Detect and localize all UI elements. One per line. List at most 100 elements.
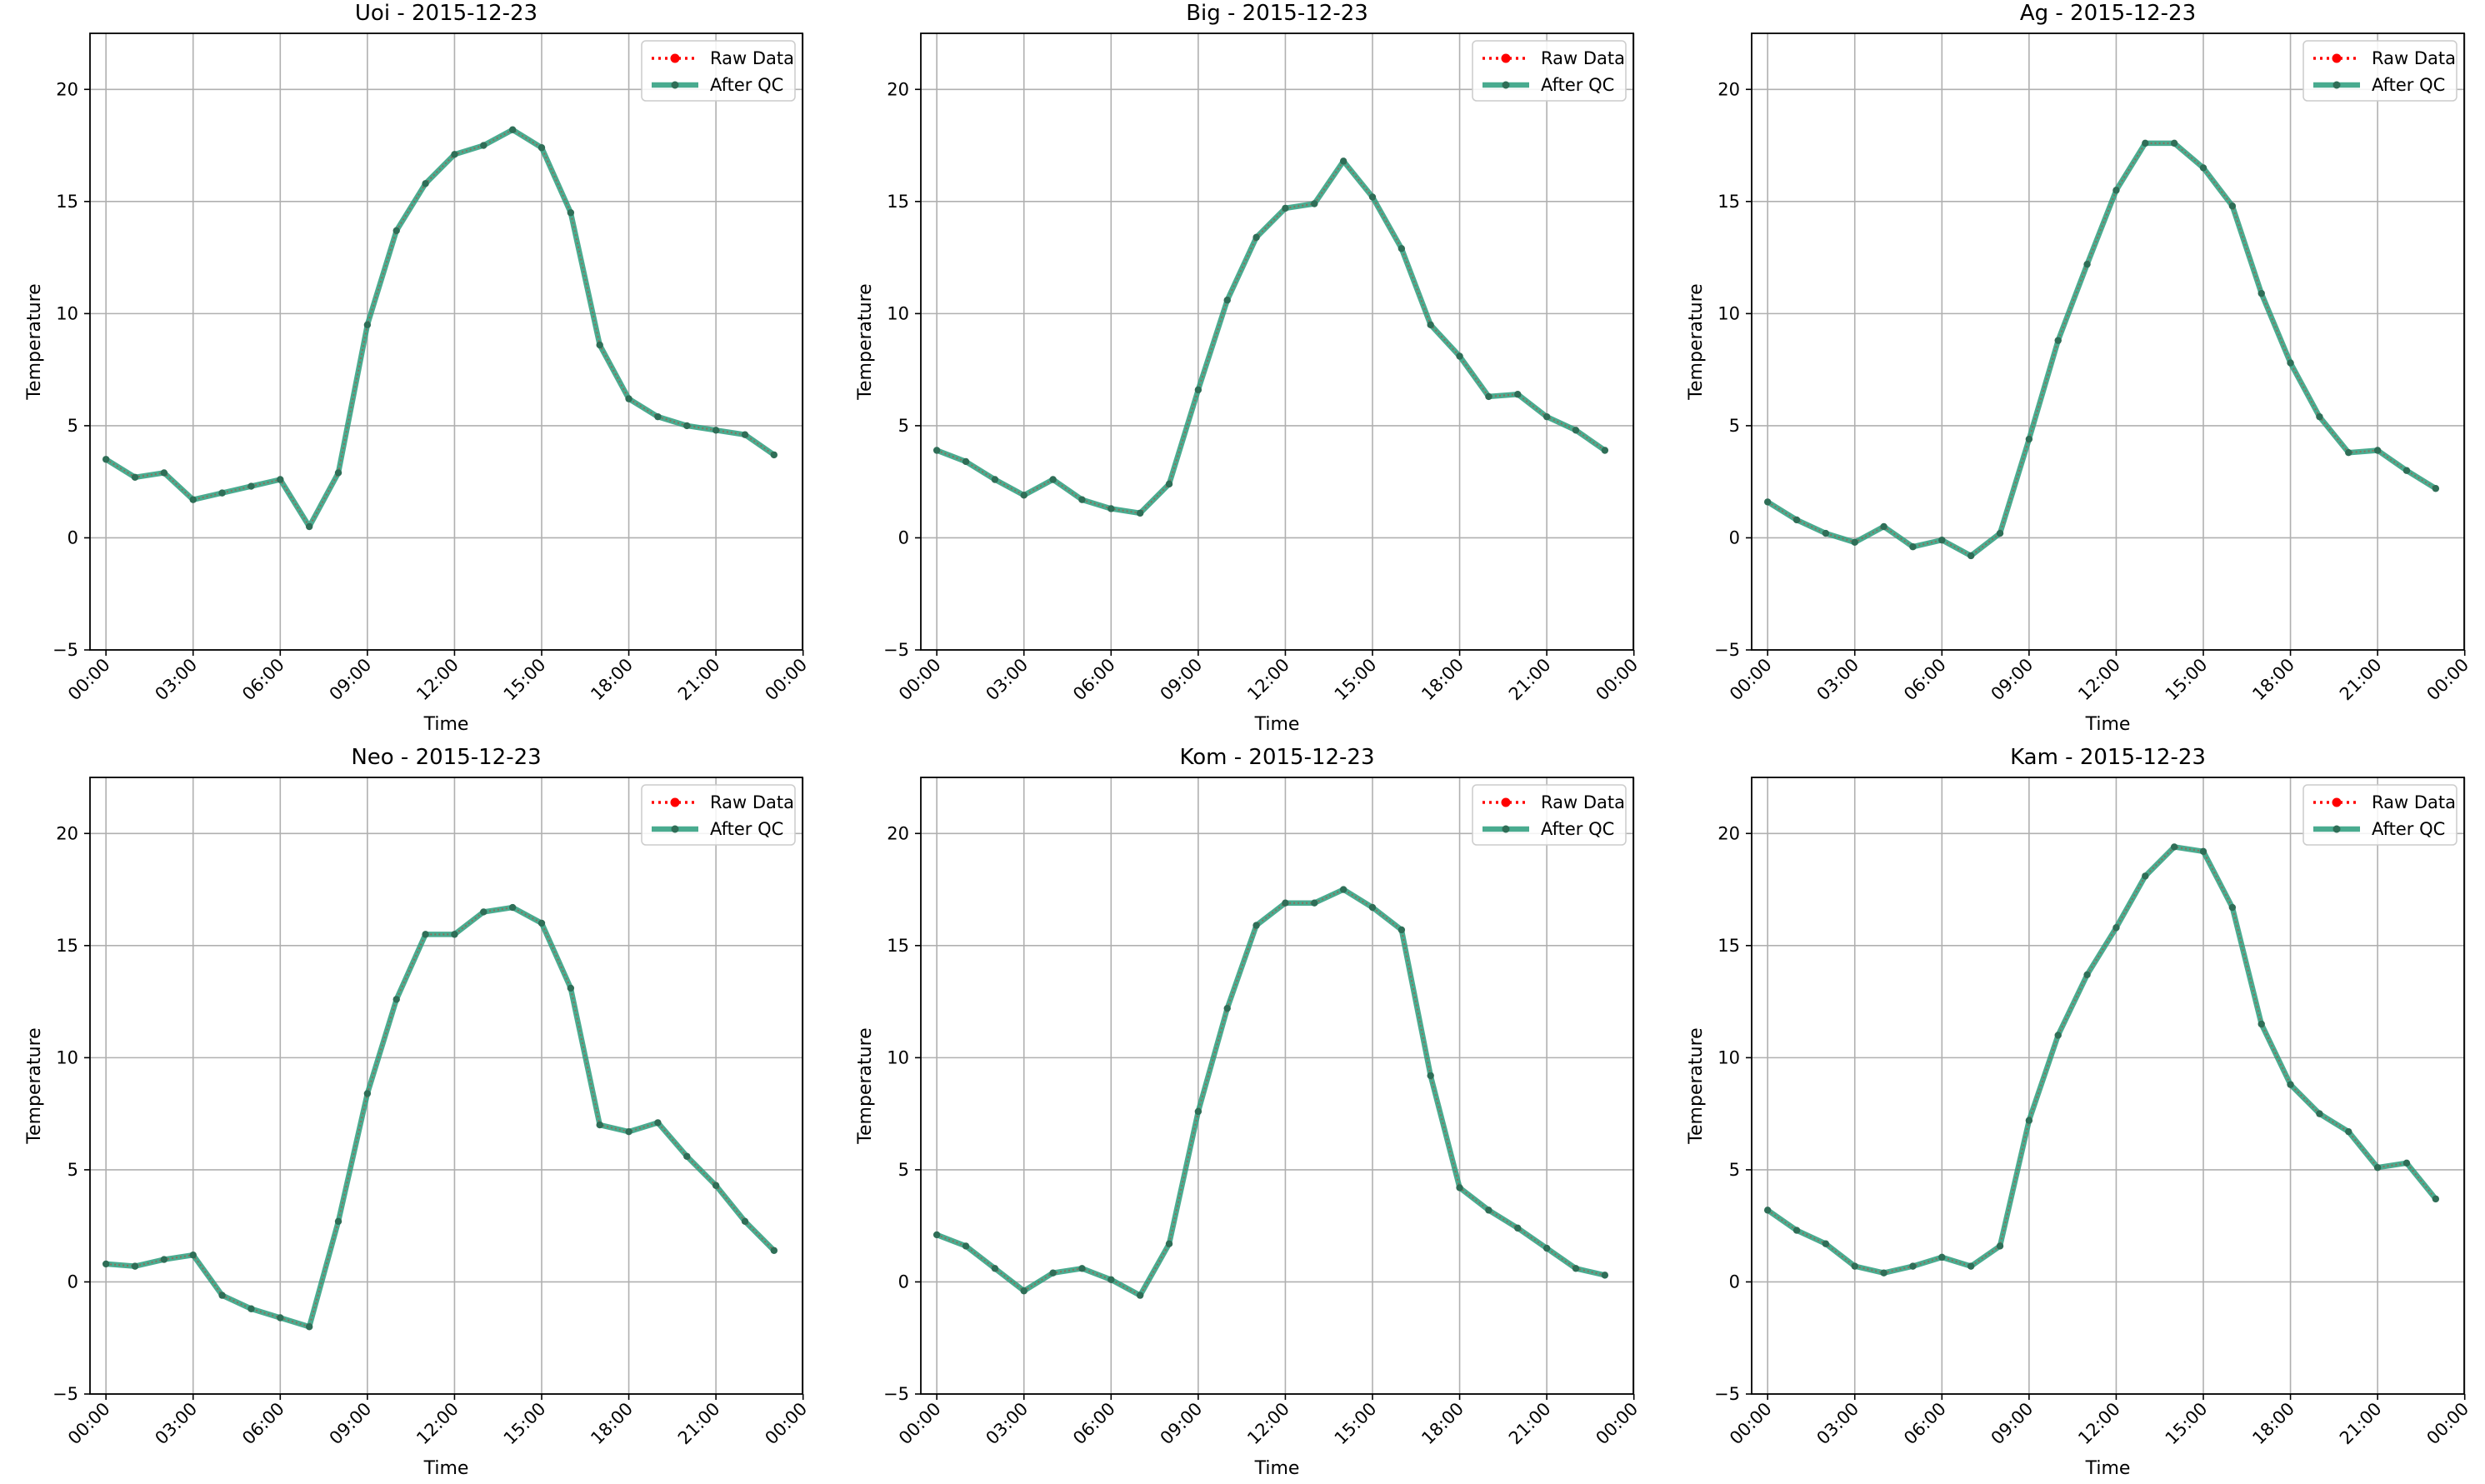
legend-raw-label: Raw Data (1541, 792, 1625, 812)
data-point (2228, 202, 2237, 210)
data-point (305, 1323, 313, 1331)
data-point (1822, 529, 1830, 537)
data-point (131, 1262, 139, 1270)
data-point (1311, 200, 1318, 207)
data-point (508, 126, 517, 133)
data-point (596, 1121, 603, 1129)
data-point (1542, 412, 1551, 421)
subplot-6: Kam - 2015-12-23 −5 0 5 10 15 20 00:00 03:00 06:0… (1686, 745, 2472, 1479)
series-raw-data-line (1767, 142, 2437, 557)
series-after-qc-line (933, 158, 1608, 517)
data-point (1194, 386, 1202, 394)
data-point (2142, 139, 2149, 147)
data-point (2083, 260, 2091, 268)
y-tick-label: 0 (68, 527, 78, 547)
data-point (1108, 1276, 1115, 1283)
data-point (1078, 496, 1086, 503)
series-raw-data-line (105, 128, 775, 528)
data-point (1456, 1184, 1463, 1192)
x-tick-label: 12:00 (1243, 1399, 1293, 1449)
data-point (392, 996, 400, 1003)
data-point (1311, 899, 1318, 907)
y-tick-label: 20 (887, 823, 909, 843)
legend-qc-label: After QC (1541, 75, 1614, 95)
data-point (2054, 337, 2062, 344)
y-tick-label: 5 (898, 416, 909, 436)
data-point (248, 1305, 255, 1312)
data-point (1822, 1240, 1830, 1247)
data-point (277, 476, 284, 483)
data-point (1020, 1287, 1028, 1295)
data-point (451, 931, 458, 938)
grid (1752, 777, 2466, 1395)
data-point (248, 482, 255, 490)
x-tick-label: 21:00 (1505, 1399, 1555, 1449)
data-point (1996, 1242, 2004, 1250)
chart-title: Neo - 2015-12-23 (351, 745, 541, 770)
data-point (1792, 516, 1801, 524)
y-tick-label: 5 (898, 1160, 909, 1180)
data-point (1792, 1227, 1801, 1234)
y-tick-label: 5 (1729, 1160, 1740, 1180)
y-tick-label: 10 (887, 303, 909, 323)
x-tick-label: 21:00 (2336, 1399, 2386, 1449)
x-tick-label: 09:00 (1988, 655, 2038, 705)
data-point (160, 1256, 168, 1263)
x-tick-label: 21:00 (1505, 655, 1555, 705)
data-point (363, 321, 372, 329)
legend-qc-label: After QC (1541, 819, 1614, 839)
data-point (1967, 1262, 1975, 1270)
y-tick-label: 15 (1718, 192, 1740, 212)
x-tick-label: 06:00 (238, 1399, 288, 1449)
y-tick-label: 0 (1729, 1272, 1740, 1292)
data-point (1398, 926, 1406, 934)
grid (921, 33, 1635, 651)
data-point (1049, 476, 1057, 483)
legend-raw-marker (1501, 53, 1511, 63)
data-point (1938, 1253, 1946, 1262)
x-tick-label: 06:00 (238, 655, 288, 705)
y-tick-label: 10 (56, 1047, 78, 1067)
axes-frame (920, 32, 1634, 651)
data-point (102, 1260, 110, 1268)
legend-raw-label: Raw Data (710, 48, 794, 68)
legend-qc-marker (1502, 81, 1510, 89)
legend-qc-label: After QC (710, 819, 783, 839)
x-tick-label: 00:00 (761, 655, 811, 705)
data-point (712, 1182, 720, 1189)
x-axis-label: Time (1254, 1458, 1300, 1479)
x-axis-label: Time (2085, 714, 2131, 735)
data-point (991, 1265, 999, 1272)
x-tick-label: 12:00 (412, 655, 462, 705)
data-point (2112, 187, 2120, 194)
data-point (741, 1217, 749, 1226)
y-tick-label: −5 (883, 1384, 909, 1404)
data-point (2345, 449, 2352, 457)
data-point (2316, 412, 2323, 421)
x-tick-label: 00:00 (761, 1399, 811, 1449)
legend: Raw Data After QC (641, 784, 796, 846)
data-point (2025, 435, 2033, 443)
x-tick-label: 15:00 (500, 655, 550, 705)
legend-qc-marker (2332, 825, 2341, 833)
x-tick-label: 21:00 (2336, 655, 2386, 705)
y-tick-label: 15 (56, 192, 78, 212)
legend-raw-marker (2332, 797, 2342, 807)
axes-frame (1751, 32, 2465, 651)
x-tick-label: 18:00 (1418, 655, 1468, 705)
x-tick-label: 18:00 (1418, 1399, 1468, 1449)
data-point (2287, 359, 2294, 367)
y-axis-label: Temperature (24, 1027, 45, 1144)
y-tick-label: −5 (1714, 640, 1740, 660)
axes-frame (1751, 777, 2465, 1395)
x-tick-label: 00:00 (2422, 655, 2472, 705)
data-point (334, 469, 342, 477)
x-tick-label: 15:00 (1331, 655, 1381, 705)
legend-raw-label: Raw Data (1541, 48, 1625, 68)
y-tick-label: 15 (887, 192, 909, 212)
x-tick-label: 00:00 (2422, 1399, 2472, 1449)
subplot-4: Neo - 2015-12-23 −5 0 5 10 15 20 00:00 03:00 06:0… (24, 745, 811, 1479)
y-tick-label: 20 (1718, 79, 1740, 99)
x-tick-label: 18:00 (587, 1399, 637, 1449)
